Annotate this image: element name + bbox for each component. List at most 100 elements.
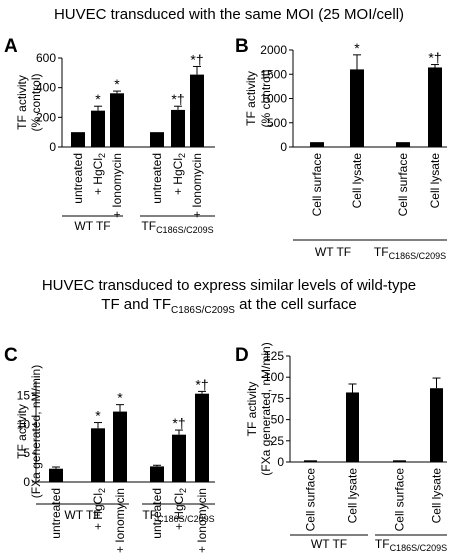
chart-b-y-tick-label: 2000 <box>260 43 287 57</box>
chart-c-ylabel-line1: TF activity <box>15 404 29 459</box>
chart-c-category-label-main: + HgCl <box>91 493 105 530</box>
chart-c-significance-marker: * <box>117 390 123 406</box>
chart-a-bar <box>150 132 164 147</box>
chart-c-category-label: + HgCl2 <box>172 488 188 530</box>
chart-a-category-label-sub: 2 <box>177 153 187 158</box>
chart-b-ylabel-line1: TF activity <box>244 71 258 126</box>
chart-a-category-label: + Ionomycin <box>190 153 204 218</box>
chart-c-y-tick-label: 0 <box>23 475 30 489</box>
chart-a-group-label-sub: C186S/C209S <box>156 225 214 235</box>
chart-c-group-label: TFC186S/C209S <box>142 508 214 524</box>
chart-d-ylabel-line1: TF activity <box>245 382 259 437</box>
chart-a-y-tick-label: 200 <box>36 110 56 124</box>
chart-d-y-tick-label: 25 <box>271 434 285 448</box>
chart-b-significance-marker: * <box>354 40 360 56</box>
top-section-title: HUVEC transduced with the same MOI (25 M… <box>53 6 405 23</box>
chart-d-category-label: Cell surface <box>393 468 407 532</box>
chart-a-bar <box>190 74 204 147</box>
chart-b-group-label: TFC186S/C209S <box>374 245 446 261</box>
chart-a-group-label: WT TF <box>74 219 110 233</box>
chart-b-category-label: Cell surface <box>396 153 410 217</box>
chart-d-category-label: Cell surface <box>304 468 318 532</box>
chart-c-group-label-main: TF <box>142 508 157 522</box>
chart-d-y-tick-label: 75 <box>271 391 285 405</box>
chart-c-bar <box>91 428 105 482</box>
chart-d-bar <box>393 460 406 462</box>
chart-c-y-tick-label: 5 <box>23 446 30 460</box>
chart-d-panel-letter: D <box>235 345 249 366</box>
chart-a-category-label: + Ionomycin <box>110 153 124 218</box>
bottom-title-sub: C186S/C209S <box>171 305 235 316</box>
chart-a-ylabel-line1: TF activity <box>15 75 29 130</box>
chart-a-bar <box>71 132 85 147</box>
chart-b-category-label: Cell lysate <box>428 153 442 209</box>
bottom-title-post: at the cell surface <box>234 296 357 313</box>
chart-b-bar <box>350 69 364 147</box>
chart-b-category-label: Cell lysate <box>350 153 364 209</box>
chart-a-category-label: untreated <box>71 153 85 204</box>
chart-c-bar <box>172 434 186 482</box>
chart-c-panel-letter: C <box>4 345 18 366</box>
chart-b-bar <box>396 142 410 147</box>
chart-a-significance-marker: *† <box>171 91 184 107</box>
chart-a-significance-marker: * <box>95 91 101 107</box>
chart-a-category-label-main: + HgCl <box>171 158 185 195</box>
chart-b-group-label-main: WT TF <box>315 245 351 259</box>
chart-c-category-label-sub: 2 <box>97 488 107 493</box>
chart-a-category-label-sub: 2 <box>97 153 107 158</box>
chart-d-bar <box>430 388 443 462</box>
chart-a-group-label-main: WT TF <box>74 219 110 233</box>
chart-c-category-label-main: + HgCl <box>172 493 186 530</box>
chart-b-bar <box>310 142 324 147</box>
chart-d-group-label: TFC186S/C209S <box>375 537 447 553</box>
chart-b-bar <box>428 67 442 147</box>
chart-c-significance-marker: * <box>95 408 101 424</box>
chart-a-category-label: + HgCl2 <box>171 153 187 195</box>
chart-a-y-tick-label: 400 <box>36 81 56 95</box>
chart-c-ylabel-line2: (FXa generated, nM/min) <box>29 365 43 498</box>
chart-d-ylabel-line2: (FXa generated, nM/min) <box>259 342 273 475</box>
chart-c-y-tick-label: 15 <box>17 388 31 402</box>
chart-d-group-label-sub: C186S/C209S <box>390 543 448 553</box>
chart-d-y-tick-label: 50 <box>271 413 285 427</box>
chart-d-y-tick-label: 125 <box>264 349 284 363</box>
chart-c-bar <box>195 393 209 482</box>
chart-b-y-tick-label: 0 <box>280 140 287 154</box>
chart-b-ylabel-line2: (% control) <box>259 69 273 127</box>
chart-c-significance-marker: *† <box>195 376 208 392</box>
chart-b-category-label: Cell surface <box>310 153 324 217</box>
chart-c-bar <box>150 466 164 482</box>
chart-c-y-tick-label: 10 <box>17 417 31 431</box>
bottom-title-pre: TF and TF <box>101 296 172 313</box>
chart-d-bar <box>304 460 317 462</box>
chart-c-group-label-main: WT TF <box>64 508 100 522</box>
chart-b-y-tick-label: 500 <box>267 116 287 130</box>
chart-d-y-tick-label: 100 <box>264 370 284 384</box>
chart-d-y-tick-label: 0 <box>277 455 284 469</box>
chart-b-group-label: WT TF <box>315 245 351 259</box>
chart-b-group-label-sub: C186S/C209S <box>389 251 447 261</box>
chart-c-significance-marker: *† <box>172 415 185 431</box>
chart-a-group-label-main: TF <box>141 219 156 233</box>
chart-a-bar <box>171 109 185 147</box>
bottom-section-title-line1: HUVEC transduced to express similar leve… <box>41 277 417 294</box>
chart-c-group-label-sub: C186S/C209S <box>157 514 215 524</box>
chart-d-category-label: Cell lysate <box>430 468 444 524</box>
chart-c-category-label: + HgCl2 <box>91 488 107 530</box>
chart-b-panel-letter: B <box>235 36 249 57</box>
chart-d-group-label-main: TF <box>375 537 390 551</box>
chart-b-y-tick-label: 1500 <box>260 67 287 81</box>
chart-b-group-label-main: TF <box>374 245 389 259</box>
chart-d-group-label: WT TF <box>311 537 347 551</box>
chart-b-significance-marker: *† <box>428 50 441 66</box>
chart-a-bar <box>110 93 124 147</box>
chart-c-category-label: untreated <box>49 488 63 539</box>
chart-a-y-tick-label: 600 <box>36 51 56 65</box>
bottom-section-title-line2: TF and TFC186S/C209S at the cell surface <box>0 296 458 320</box>
chart-a-y-tick-label: 0 <box>49 140 56 154</box>
chart-a-category-label-main: + HgCl <box>91 158 105 195</box>
chart-d-bar <box>346 392 359 462</box>
